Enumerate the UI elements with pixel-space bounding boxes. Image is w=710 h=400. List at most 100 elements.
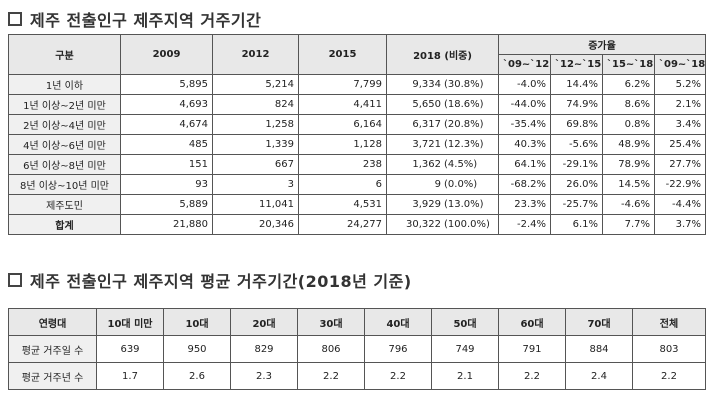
growth-value: 3.4% xyxy=(653,114,707,135)
header-year: 2012 xyxy=(212,34,299,75)
section-title-residence-period: 제주 전출인구 제주지역 거주기간 xyxy=(8,7,261,31)
value-2018: 9,334 xyxy=(412,79,441,90)
share-percent: (13.0%) xyxy=(444,199,484,210)
cell-value: 2.6 xyxy=(163,362,231,390)
table-row: 1년 이상~2년 미만 4,693 824 4,411 5,650 (18.6%) -44.… xyxy=(8,94,707,115)
cell-value: 7,799 xyxy=(298,74,387,95)
header-year: 2009 xyxy=(120,34,213,75)
header-growth-group: 증가율 xyxy=(497,34,707,55)
growth-value: -22.9% xyxy=(653,174,707,195)
growth-value: 26.0% xyxy=(550,174,603,195)
header-row-top: 구분 2009 2012 2015 2018 (비중) 증가율 xyxy=(8,34,707,75)
cell-value: 5,889 xyxy=(120,194,213,215)
growth-value: 78.9% xyxy=(602,154,655,175)
share-percent: (18.6%) xyxy=(444,99,484,110)
cell-value: 824 xyxy=(212,94,299,115)
cell-value: 2.2 xyxy=(632,362,706,390)
header-growth-period: `09~`18 xyxy=(653,54,707,75)
table-row: 4년 이상~6년 미만 485 1,339 1,128 3,721 (12.3%) 40.3… xyxy=(8,134,707,155)
header-age: 50대 xyxy=(431,308,499,336)
cell-value: 667 xyxy=(212,154,299,175)
cell-value: 791 xyxy=(498,335,566,363)
value-2018: 9 xyxy=(434,179,441,190)
header-age: 70대 xyxy=(565,308,633,336)
cell-value-2018: 6,317 (20.8%) xyxy=(386,114,499,135)
cell-value: 4,411 xyxy=(298,94,387,115)
header-age-label: 연령대 xyxy=(8,308,97,336)
header-growth-period: `15~`18 xyxy=(602,54,655,75)
cell-value-2018: 1,362 (4.5%) xyxy=(386,154,499,175)
header-year: 2018 (비중) xyxy=(386,34,499,75)
share-percent: (0.0%) xyxy=(444,179,478,190)
cell-value: 4,693 xyxy=(120,94,213,115)
growth-value: 74.9% xyxy=(550,94,603,115)
cell-value: 93 xyxy=(120,174,213,195)
cell-value: 5,895 xyxy=(120,74,213,95)
growth-value: 48.9% xyxy=(602,134,655,155)
growth-value: 14.4% xyxy=(550,74,603,95)
header-growth-period: `09~`12 xyxy=(498,54,551,75)
cell-value: 6 xyxy=(298,174,387,195)
cell-value-2018: 9 (0.0%) xyxy=(386,174,499,195)
cell-value: 803 xyxy=(632,335,706,363)
average-residence-table: 연령대 10대 미만 10대 20대 30대 40대 50대 60대 70대 전… xyxy=(8,308,706,390)
cell-value-2018: 5,650 (18.6%) xyxy=(386,94,499,115)
cell-value: 485 xyxy=(120,134,213,155)
cell-value: 1.7 xyxy=(96,362,164,390)
cell-value: 2.1 xyxy=(431,362,499,390)
growth-value: -29.1% xyxy=(550,154,603,175)
growth-value: 6.1% xyxy=(550,214,603,235)
table-row: 8년 이상~10년 미만 93 3 6 9 (0.0%) -68.2% 26.0% 14.5% -… xyxy=(8,174,707,195)
header-age: 30대 xyxy=(297,308,365,336)
table-row: 6년 이상~8년 미만 151 667 238 1,362 (4.5%) 64.1% -29.… xyxy=(8,154,707,175)
value-2018: 6,317 xyxy=(412,119,441,130)
growth-value: 64.1% xyxy=(498,154,551,175)
cell-value: 6,164 xyxy=(298,114,387,135)
cell-value: 151 xyxy=(120,154,213,175)
header-year: 2015 xyxy=(298,34,387,75)
growth-value: 23.3% xyxy=(498,194,551,215)
residence-period-table: 구분 2009 2012 2015 2018 (비중) 증가율 `09~`12 … xyxy=(8,34,707,235)
growth-value: -44.0% xyxy=(498,94,551,115)
row-label: 평균 거주년 수 xyxy=(8,362,97,390)
cell-value: 238 xyxy=(298,154,387,175)
value-2018: 3,929 xyxy=(412,199,441,210)
growth-value: 7.7% xyxy=(602,214,655,235)
cell-value: 3 xyxy=(212,174,299,195)
growth-value: 8.6% xyxy=(602,94,655,115)
growth-value: 5.2% xyxy=(653,74,707,95)
row-label: 6년 이상~8년 미만 xyxy=(8,154,121,175)
age-header-row: 연령대 10대 미만 10대 20대 30대 40대 50대 60대 70대 전… xyxy=(8,308,706,336)
value-2018: 30,322 xyxy=(406,219,441,230)
growth-value: -2.4% xyxy=(498,214,551,235)
cell-value: 21,880 xyxy=(120,214,213,235)
cell-value: 2.2 xyxy=(498,362,566,390)
growth-value: 69.8% xyxy=(550,114,603,135)
cell-value: 749 xyxy=(431,335,499,363)
cell-value: 806 xyxy=(297,335,365,363)
cell-value-2018: 9,334 (30.8%) xyxy=(386,74,499,95)
row-label: 제주도민 xyxy=(8,194,121,215)
cell-value: 1,258 xyxy=(212,114,299,135)
cell-value-2018: 3,929 (13.0%) xyxy=(386,194,499,215)
residence-period-table-body: 1년 이하 5,895 5,214 7,799 9,334 (30.8%) -4.0% 14.… xyxy=(8,74,707,235)
checkbox-square-icon xyxy=(8,12,22,26)
cell-value: 884 xyxy=(565,335,633,363)
share-percent: (30.8%) xyxy=(444,79,484,90)
row-label: 평균 거주일 수 xyxy=(8,335,97,363)
growth-value: -25.7% xyxy=(550,194,603,215)
cell-value: 4,674 xyxy=(120,114,213,135)
growth-value: -4.4% xyxy=(653,194,707,215)
row-label: 1년 이하 xyxy=(8,74,121,95)
cell-value: 829 xyxy=(230,335,298,363)
section-title-average-residence: 제주 전출인구 제주지역 평균 거주기간(2018년 기준) xyxy=(8,268,412,292)
table-row: 합계 21,880 20,346 24,277 30,322 (100.0%) -2.4% 6… xyxy=(8,214,707,235)
header-age: 60대 xyxy=(498,308,566,336)
table-row: 2년 이상~4년 미만 4,674 1,258 6,164 6,317 (20.8%) -3… xyxy=(8,114,707,135)
growth-value: 2.1% xyxy=(653,94,707,115)
growth-value: 27.7% xyxy=(653,154,707,175)
cell-value: 796 xyxy=(364,335,432,363)
cell-value: 950 xyxy=(163,335,231,363)
growth-value: -35.4% xyxy=(498,114,551,135)
cell-value-2018: 3,721 (12.3%) xyxy=(386,134,499,155)
